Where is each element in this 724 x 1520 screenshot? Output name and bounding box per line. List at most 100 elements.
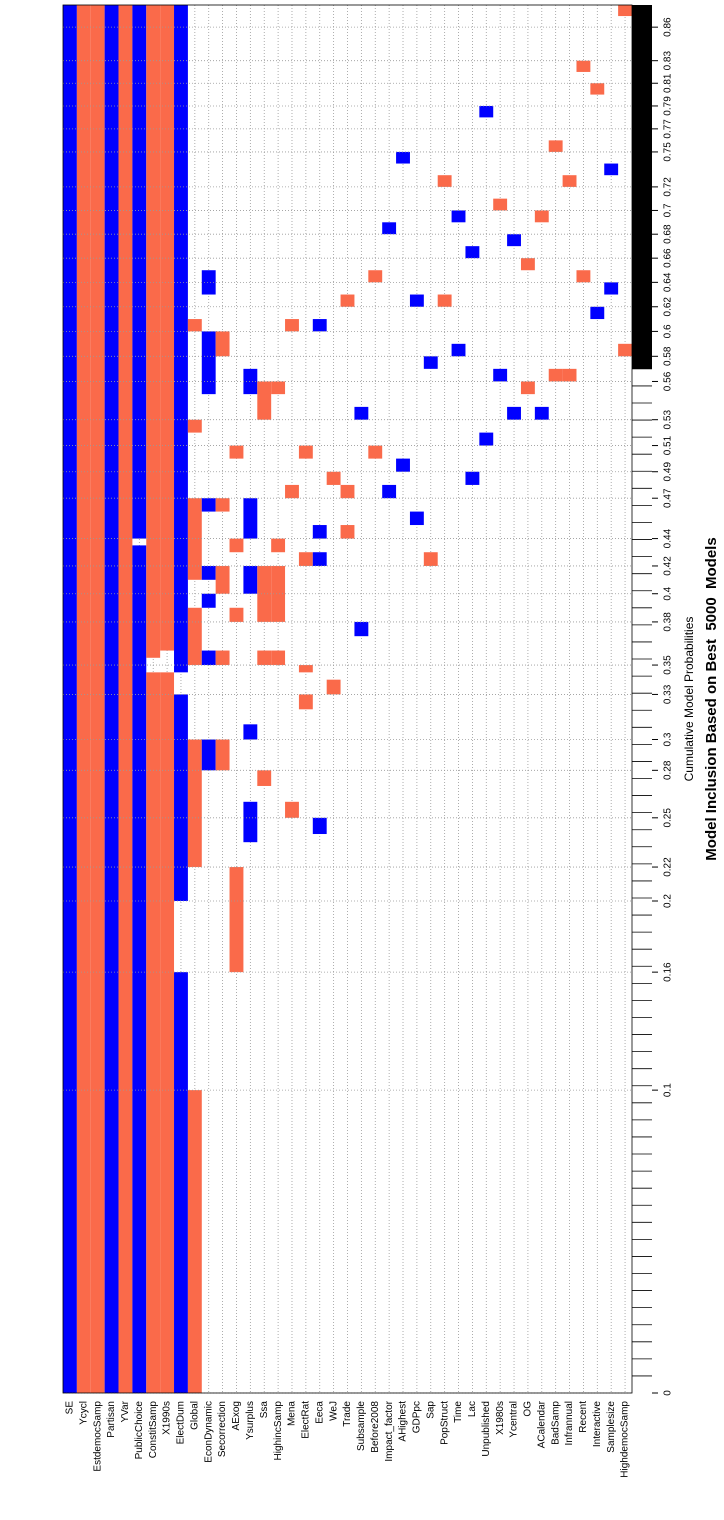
inclusion-cell	[174, 5, 188, 673]
variable-label: YVar	[120, 1400, 131, 1422]
inclusion-cell	[187, 1090, 202, 1393]
variable-label: Mena	[287, 1401, 298, 1426]
inclusion-cell	[340, 294, 355, 307]
inclusion-cell	[534, 406, 549, 420]
inclusion-cell	[423, 356, 438, 369]
variable-label: Ysurplus	[245, 1401, 256, 1440]
x-tick-label: 0.6	[663, 324, 674, 338]
inclusion-cell	[298, 694, 313, 710]
inclusion-cell	[201, 270, 216, 295]
x-tick-label: 0.49	[663, 462, 674, 482]
inclusion-cell	[437, 175, 452, 187]
inclusion-cell	[187, 739, 202, 868]
variable-label: Ycycl	[78, 1401, 89, 1425]
x-tick-label: 0.58	[663, 346, 674, 366]
variable-label: Infrannual	[564, 1401, 575, 1445]
inclusion-cell	[187, 607, 202, 666]
x-tick-label: 0.44	[663, 528, 674, 548]
inclusion-cell	[298, 665, 313, 673]
variable-label: Eeca	[314, 1401, 325, 1424]
inclusion-cell	[132, 545, 147, 1393]
inclusion-cell	[465, 471, 480, 485]
x-tick-label: 0.22	[663, 857, 674, 877]
inclusion-cell	[618, 5, 632, 17]
inclusion-cell	[76, 5, 91, 1393]
variable-label: HighincSamp	[273, 1401, 284, 1461]
inclusion-cell	[229, 867, 244, 973]
variable-label: PopStruct	[439, 1401, 450, 1445]
inclusion-cell	[576, 270, 591, 283]
inclusion-cell	[243, 801, 258, 843]
inclusion-cell	[243, 565, 258, 594]
variable-label: ElectRat	[301, 1401, 312, 1439]
x-tick-label: 0.25	[663, 808, 674, 828]
inclusion-cell	[285, 484, 299, 499]
inclusion-cell	[243, 724, 258, 740]
variable-label: Time	[453, 1401, 464, 1423]
inclusion-cell	[326, 471, 341, 485]
inclusion-cell	[396, 151, 410, 164]
variable-label: ElectDum	[176, 1401, 187, 1444]
inclusion-cell	[90, 5, 105, 1393]
inclusion-cell	[201, 593, 216, 608]
variable-label: Ssa	[259, 1401, 270, 1419]
x-tick-label: 0.28	[663, 760, 674, 780]
inclusion-cell	[201, 331, 216, 395]
x-tick-label: 0.81	[663, 73, 674, 93]
x-tick-label: 0.72	[663, 177, 674, 197]
inclusion-cell	[326, 679, 341, 695]
x-tick-label: 0.53	[663, 410, 674, 430]
variable-label: Unpublished	[481, 1401, 492, 1457]
inclusion-cell	[312, 817, 327, 835]
model-strip	[632, 5, 652, 369]
inclusion-cell	[562, 368, 577, 382]
inclusion-cell	[257, 650, 272, 666]
x-tick-label: 0.86	[663, 17, 674, 37]
x-tick-label: 0.77	[663, 119, 674, 139]
variable-label: Secorrection	[217, 1401, 228, 1457]
inclusion-cell	[201, 565, 216, 580]
inclusion-cell	[201, 650, 216, 666]
inclusion-cell	[229, 445, 244, 459]
inclusion-cell	[520, 381, 535, 395]
inclusion-cell	[229, 538, 244, 553]
inclusion-cell	[187, 498, 202, 580]
x-tick-label: 0.79	[663, 96, 674, 116]
inclusion-cell	[174, 694, 188, 901]
inclusion-cell	[618, 343, 632, 357]
plot-frame	[62, 4, 633, 1394]
inclusion-cell	[465, 246, 480, 259]
variable-label: Subsample	[356, 1401, 367, 1451]
inclusion-cell	[340, 484, 355, 499]
inclusion-cell	[548, 140, 563, 152]
variable-label: EconDynamic	[203, 1401, 214, 1463]
inclusion-cell	[368, 270, 383, 283]
variable-label: ConstitSamp	[148, 1401, 159, 1459]
variable-label: Impact_factor	[384, 1400, 395, 1461]
inclusion-cell	[507, 406, 521, 420]
x-tick-label: 0.3	[663, 732, 674, 746]
x-tick-label: 0.33	[663, 684, 674, 704]
inclusion-cell	[382, 484, 397, 499]
variable-label: OG	[523, 1401, 534, 1417]
inclusion-cell	[215, 498, 230, 512]
variable-label: Interactive	[592, 1401, 603, 1448]
variable-label: PublicChoice	[134, 1401, 145, 1460]
inclusion-cell	[548, 368, 563, 382]
inclusion-cell	[146, 672, 161, 1393]
inclusion-cell	[576, 60, 591, 72]
x-tick-label: 0.62	[663, 297, 674, 317]
x-tick-label: 0.2	[663, 894, 674, 908]
inclusion-cell	[451, 210, 466, 223]
variable-label: Samplesize	[606, 1401, 617, 1453]
inclusion-cell	[215, 565, 230, 594]
inclusion-cell	[562, 175, 577, 187]
inclusion-cell	[174, 972, 188, 1393]
inclusion-cell	[257, 770, 272, 786]
inclusion-cell	[243, 368, 258, 395]
x-axis-title: Cumulative Model Probabilities	[682, 617, 696, 782]
inclusion-cell	[590, 83, 605, 95]
inclusion-cell	[63, 5, 77, 1393]
inclusion-cell	[187, 419, 202, 433]
x-tick-label: 0.56	[663, 371, 674, 391]
